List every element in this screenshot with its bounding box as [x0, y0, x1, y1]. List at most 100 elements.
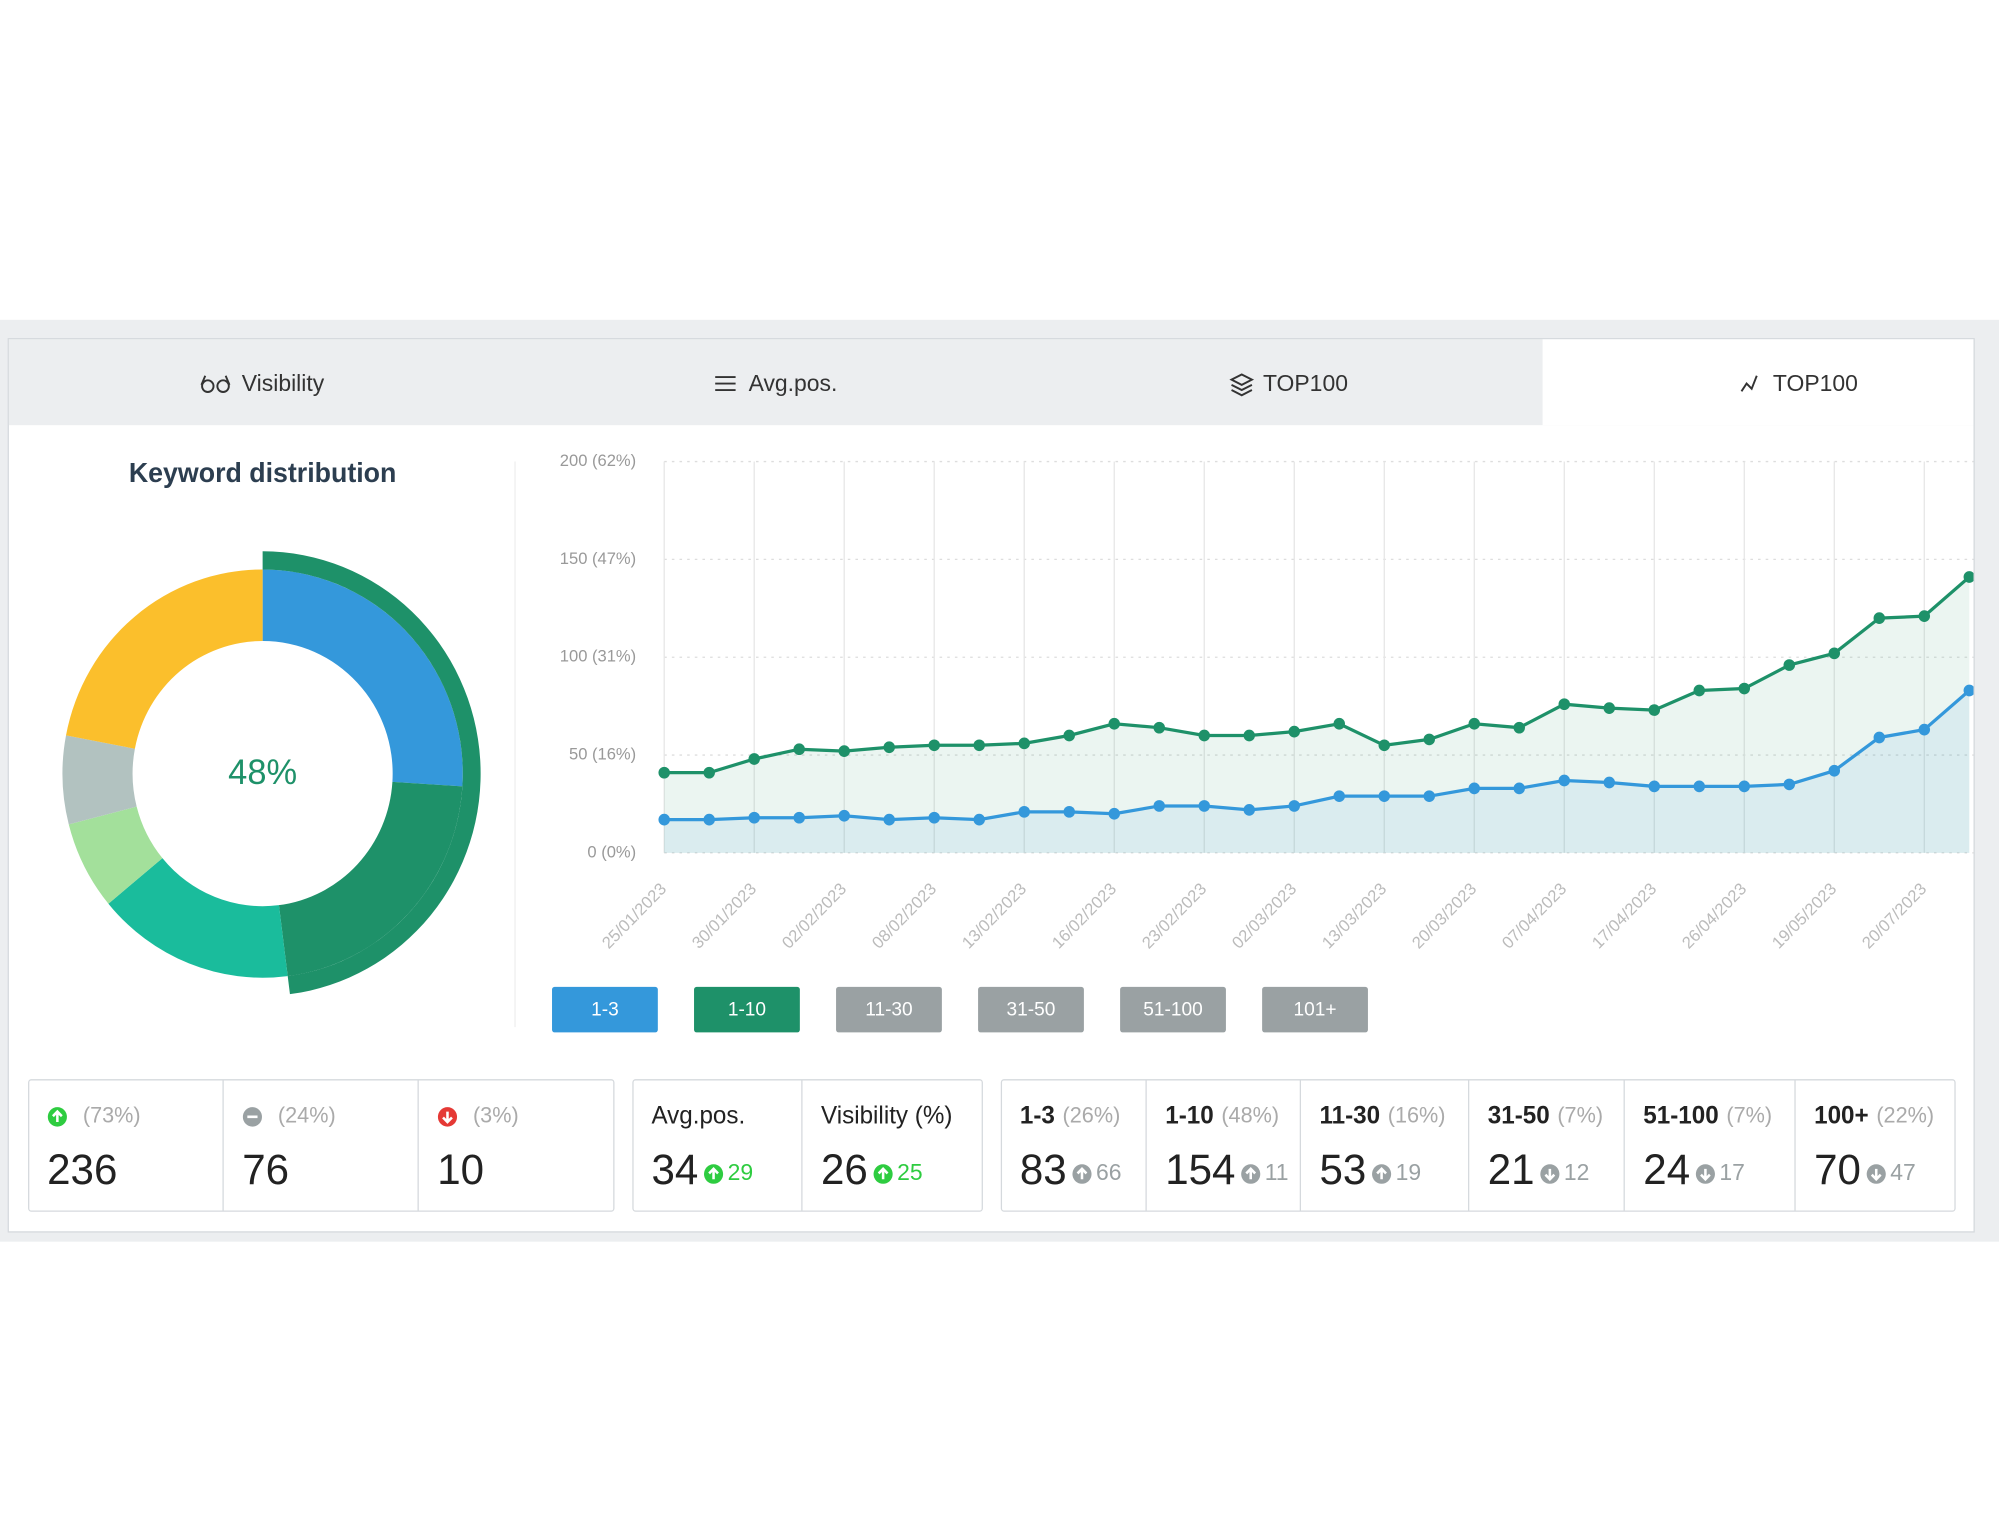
point — [1513, 721, 1526, 734]
point — [838, 809, 850, 822]
point — [703, 766, 715, 779]
point — [1243, 804, 1255, 816]
filter-button[interactable] — [978, 986, 1084, 1033]
point — [1873, 731, 1886, 744]
stat-change: 19 — [1396, 1159, 1422, 1185]
filter-button[interactable] — [694, 986, 800, 1033]
trend-glyph — [1245, 1167, 1257, 1180]
stat-value: 26 — [821, 1147, 868, 1194]
tab-label[interactable]: Visibility — [242, 370, 325, 396]
trend-glyph — [708, 1167, 719, 1180]
tab-label[interactable]: Avg.pos. — [749, 370, 838, 396]
filter-button[interactable] — [1120, 986, 1226, 1033]
point — [1468, 717, 1480, 730]
tab-label[interactable]: TOP100 — [1263, 370, 1348, 396]
point — [1738, 780, 1751, 793]
stat-box — [1000, 1079, 1956, 1212]
trend-glyph — [1700, 1168, 1711, 1182]
stat-label: 100+ — [1814, 1102, 1869, 1129]
filter-label[interactable]: 1-10 — [728, 999, 766, 1020]
filter-label[interactable]: 11-30 — [865, 999, 912, 1020]
point — [1513, 782, 1526, 795]
active-tab[interactable] — [1542, 339, 1974, 426]
stat-share: (26%) — [1063, 1102, 1121, 1127]
stat-label: 1-3 — [1020, 1102, 1055, 1129]
point — [883, 741, 895, 754]
point — [1468, 782, 1480, 795]
center-label: 48% — [228, 754, 297, 792]
stat-change: 12 — [1564, 1159, 1590, 1185]
chart-title: Keyword distribution — [129, 458, 397, 488]
stat-cell: Avg.pos. 34 29 — [651, 1102, 753, 1194]
point — [1018, 805, 1030, 818]
point — [1558, 698, 1571, 711]
point — [1828, 647, 1841, 660]
point — [1333, 717, 1345, 730]
stat-cell: 1-3 (26%) 83 66 — [1020, 1102, 1122, 1194]
trend-glyph — [1376, 1167, 1387, 1180]
stat-share: (73%) — [83, 1102, 141, 1127]
trend-glyph — [1544, 1168, 1556, 1182]
stat-change: 25 — [897, 1159, 923, 1185]
point — [1063, 729, 1075, 742]
point — [658, 766, 670, 779]
line — [664, 689, 1971, 822]
point — [1198, 729, 1210, 742]
filter-button[interactable] — [836, 986, 942, 1033]
stat-label: 1-10 — [1165, 1102, 1213, 1129]
point — [1018, 737, 1030, 750]
filter-button[interactable] — [1262, 986, 1368, 1033]
filter-label[interactable]: 101+ — [1294, 999, 1337, 1020]
donut-slice — [278, 781, 463, 977]
filter-label[interactable]: 1-3 — [591, 999, 619, 1020]
filter-label[interactable]: 51-100 — [1143, 999, 1203, 1020]
point — [838, 745, 850, 758]
point — [1873, 612, 1886, 624]
stat-value: 76 — [242, 1147, 289, 1194]
stat-label: 51-100 — [1643, 1102, 1718, 1129]
stat-box — [28, 1079, 615, 1212]
point — [1288, 725, 1300, 738]
stat-value: 21 — [1488, 1147, 1535, 1194]
area — [664, 690, 1970, 853]
trend-glyph — [52, 1109, 63, 1123]
point — [1828, 764, 1841, 777]
stat-cell: Visibility (%) 26 25 — [821, 1102, 952, 1194]
stat-change: 11 — [1265, 1159, 1289, 1185]
filter-label[interactable]: 31-50 — [1007, 999, 1056, 1020]
donut-slice — [62, 735, 137, 825]
donut-slice — [262, 569, 463, 787]
stat-change: 29 — [728, 1159, 754, 1185]
point — [793, 811, 805, 824]
point — [1693, 684, 1706, 697]
point — [1963, 571, 1974, 583]
point — [1648, 704, 1661, 716]
plot — [658, 461, 1974, 853]
point — [793, 743, 805, 756]
stat-share: (22%) — [1876, 1102, 1934, 1127]
stat-cell: 1-10 (48%) 154 11 — [1165, 1102, 1288, 1194]
point — [1288, 800, 1300, 812]
point — [1648, 780, 1661, 793]
filter-button[interactable] — [552, 986, 658, 1033]
tab-icons — [200, 373, 1758, 397]
stat-share: (24%) — [278, 1102, 336, 1127]
point — [1153, 800, 1165, 812]
tab-label[interactable]: TOP100 — [1773, 370, 1858, 396]
stat-label: Visibility (%) — [821, 1102, 952, 1129]
stat-share: (48%) — [1221, 1102, 1279, 1127]
stat-value: 24 — [1643, 1147, 1690, 1194]
stat-cell: (73%) 236 — [47, 1102, 140, 1194]
point — [1243, 729, 1255, 742]
stat-cell: 100+ (22%) 70 47 — [1814, 1102, 1934, 1194]
y-tick-label: 200 (62%) — [560, 451, 636, 470]
point — [883, 813, 895, 826]
point — [658, 813, 670, 826]
point — [1693, 780, 1706, 793]
stat-cell: (3%) 10 — [437, 1102, 518, 1194]
stat-label: Avg.pos. — [651, 1102, 745, 1129]
stat-value: 236 — [47, 1147, 117, 1194]
point — [1918, 723, 1931, 736]
stat-share: (16%) — [1388, 1102, 1446, 1127]
stat-value: 154 — [1165, 1147, 1235, 1194]
